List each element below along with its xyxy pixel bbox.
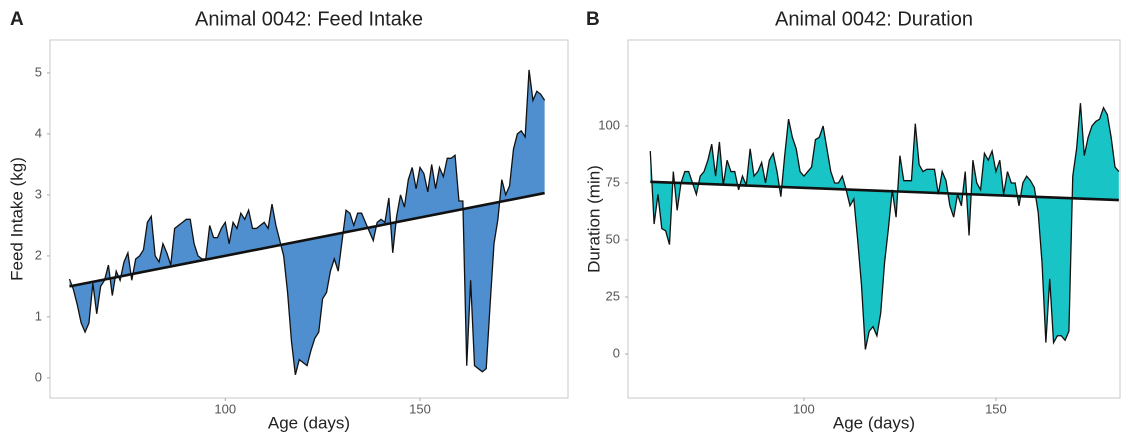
panel-label: A — [10, 9, 24, 30]
y-tick-label: 2 — [35, 247, 42, 262]
trend-line — [650, 180, 1119, 202]
x-axis-label: Age (days) — [833, 413, 915, 432]
plot-frame — [627, 39, 1121, 399]
y-axis-label: Feed Intake (kg) — [7, 157, 26, 281]
deviation-area — [650, 103, 1119, 350]
y-tick-label: 100 — [598, 117, 620, 132]
y-tick-label: 25 — [606, 288, 620, 303]
trend-line — [69, 191, 545, 288]
y-axis-label: Duration (min) — [584, 165, 603, 273]
chart-title: Animal 0042: Feed Intake — [195, 8, 423, 30]
y-tick-label: 1 — [35, 308, 42, 323]
y-tick-label: 3 — [35, 186, 42, 201]
y-tick-label: 50 — [606, 231, 620, 246]
y-tick-label: 0 — [35, 369, 42, 384]
x-tick-label: 100 — [214, 401, 236, 416]
data-line — [68, 69, 546, 375]
x-tick-label: 150 — [985, 401, 1007, 416]
panel-label: B — [586, 9, 600, 30]
plot-frame — [49, 39, 569, 399]
deviation-area — [69, 69, 545, 375]
y-tick-label: 75 — [606, 174, 620, 189]
chart-title: Animal 0042: Duration — [775, 8, 973, 30]
x-axis-label: Age (days) — [268, 413, 350, 432]
data-line — [649, 103, 1120, 350]
x-tick-label: 100 — [793, 401, 815, 416]
y-tick-label: 0 — [613, 345, 620, 360]
x-tick-label: 150 — [409, 401, 431, 416]
y-tick-label: 5 — [35, 64, 42, 79]
y-tick-label: 4 — [35, 125, 42, 140]
